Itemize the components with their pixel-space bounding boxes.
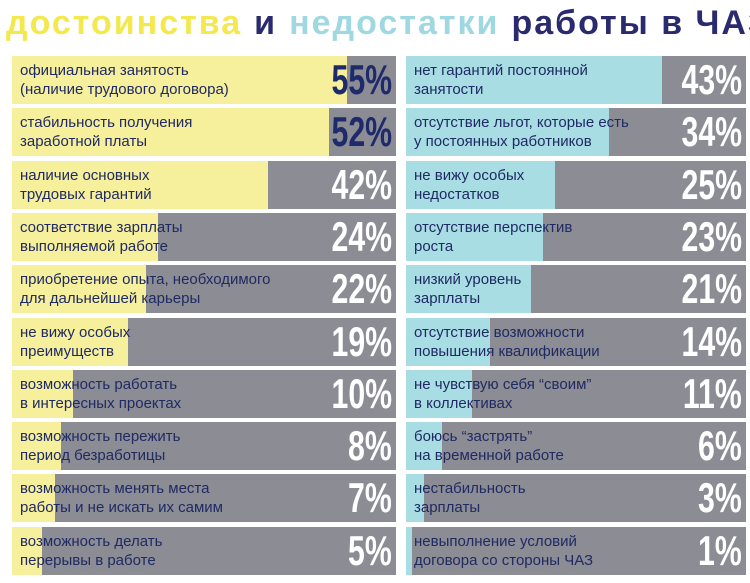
bar [12, 526, 43, 575]
bar-row: низкий уровень зарплаты 21% [406, 265, 746, 314]
bar-label: нет гарантий постоянной занятости [414, 62, 588, 98]
bar-row: возможность пережить период безработицы 8… [12, 422, 396, 471]
bar-row: боюсь “застрять” на временной работе 6% [406, 422, 746, 471]
bar-row: отсутствие перспектив роста 23% [406, 212, 746, 261]
bar-label: не чувствую себя “своим” в коллективах [414, 375, 592, 412]
bar-label: возможность делать перерывы в работе [20, 532, 163, 569]
bar-label: боюсь “застрять” на временной работе [414, 428, 564, 465]
bar [12, 212, 159, 261]
value-label: 5% [348, 526, 392, 574]
value-label: 21% [681, 265, 742, 313]
bar [406, 422, 442, 471]
title: достоинства и недостатки работы в ЧАЗ [0, 4, 750, 43]
value-label: 23% [681, 212, 742, 260]
bar [406, 526, 412, 575]
bar-row: возможность менять места работы и не иск… [12, 474, 396, 523]
bar-row: приобретение опыта, необходимого для дал… [12, 265, 396, 314]
bar-row: невыполнение условий договора со стороны… [406, 526, 746, 575]
value-label: 55% [331, 56, 392, 103]
bar [406, 108, 609, 157]
bar-label: возможность работать в интересных проект… [20, 375, 182, 412]
bar [406, 212, 544, 261]
title-part: достоинства [6, 4, 243, 42]
bar-row: не вижу особых преимуществ 19% [12, 317, 396, 366]
bar-label: нестабильность зарплаты [414, 480, 526, 517]
value-label: 8% [348, 422, 392, 470]
value-label: 43% [681, 56, 742, 103]
bar-label: отсутствие возможности повышения квалифи… [414, 323, 600, 360]
bar-row: возможность работать в интересных проект… [12, 369, 396, 418]
bar [12, 422, 61, 471]
title-part: недостатки [289, 4, 500, 42]
bar-label: не вижу особых недостатков [414, 166, 525, 203]
bar-label: официальная занятость (наличие трудового… [20, 62, 229, 98]
bar-label: стабильность получения заработной платы [20, 114, 193, 151]
bar-label: низкий уровень зарплаты [414, 271, 522, 308]
value-label: 7% [348, 474, 392, 522]
bar [406, 160, 556, 209]
bar-row: отсутствие льгот, которые есть у постоян… [406, 108, 746, 157]
value-label: 34% [681, 108, 742, 156]
bar-label: соответствие зарплаты выполняемой работе [20, 218, 183, 255]
bar [12, 56, 348, 104]
bar-label: отсутствие льгот, которые есть у постоян… [414, 114, 629, 151]
bar-row: соответствие зарплаты выполняемой работе… [12, 212, 396, 261]
value-label: 25% [681, 160, 742, 208]
bar-row: нестабильность зарплаты 3% [406, 474, 746, 523]
value-label: 11% [683, 369, 742, 417]
bar-label: отсутствие перспектив роста [414, 218, 573, 255]
bar [12, 317, 128, 366]
value-label: 14% [681, 317, 742, 365]
value-label: 52% [331, 108, 392, 156]
title-part: и [254, 4, 278, 42]
bar-row: нет гарантий постоянной занятости 43% [406, 56, 746, 104]
value-label: 22% [331, 265, 392, 313]
bar [12, 108, 329, 157]
value-label: 24% [331, 212, 392, 260]
bar-label: возможность менять места работы и не иск… [20, 480, 223, 517]
bar-label: невыполнение условий договора со стороны… [414, 532, 594, 569]
value-label: 42% [331, 160, 392, 208]
title-part: работы в ЧАЗ [511, 4, 750, 42]
bar [406, 265, 532, 314]
value-label: 1% [698, 526, 742, 574]
bar [406, 56, 663, 104]
bar-row: не вижу особых недостатков 25% [406, 160, 746, 209]
bar-label: наличие основных трудовых гарантий [20, 166, 152, 203]
bar-label: не вижу особых преимуществ [20, 323, 131, 360]
bar [406, 317, 490, 366]
bar-row: официальная занятость (наличие трудового… [12, 56, 396, 104]
bar-label: приобретение опыта, необходимого для дал… [20, 271, 271, 308]
bar-row: не чувствую себя “своим” в коллективах 11… [406, 369, 746, 418]
value-label: 10% [331, 369, 392, 417]
bar-row: стабильность получения заработной платы 5… [12, 108, 396, 157]
bar [12, 265, 147, 314]
bar-row: отсутствие возможности повышения квалифи… [406, 317, 746, 366]
bar-label: возможность пережить период безработицы [20, 428, 181, 465]
bar [406, 369, 472, 418]
bar [12, 474, 55, 523]
bar [12, 369, 73, 418]
bar-row: наличие основных трудовых гарантий 42% [12, 160, 396, 209]
value-label: 6% [698, 422, 742, 470]
bar [12, 160, 268, 209]
value-label: 19% [331, 317, 392, 365]
bar [406, 474, 424, 523]
bar-row: возможность делать перерывы в работе 5% [12, 526, 396, 575]
value-label: 3% [698, 474, 742, 522]
